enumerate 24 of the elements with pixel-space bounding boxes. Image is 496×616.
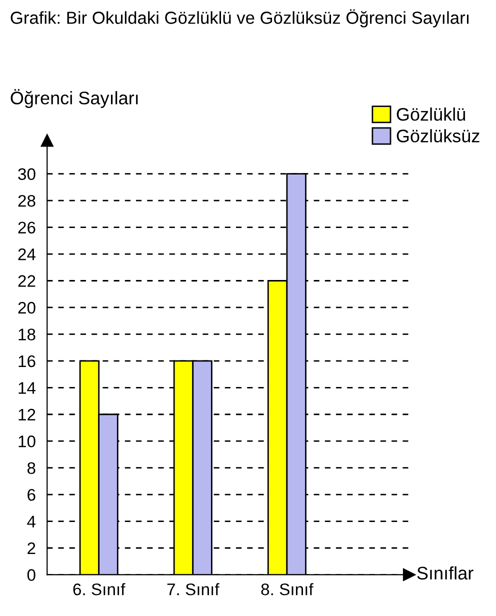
y-tick-label: 20 — [18, 302, 36, 314]
y-tick-label: 2 — [28, 542, 36, 554]
y-tick-label: 8 — [27, 462, 36, 474]
y-tick-label: 28 — [18, 194, 36, 207]
y-tick-label: 14 — [18, 382, 36, 394]
legend-label: Gözlüksüz — [396, 129, 480, 142]
y-tick-label: 12 — [18, 408, 36, 420]
y-tick-label: 16 — [18, 355, 36, 368]
x-tick-label: 8. Sınıf — [261, 583, 314, 596]
y-tick-label: 30 — [18, 168, 36, 180]
y-tick-label: 18 — [18, 328, 36, 340]
y-tick-label: 10 — [18, 436, 36, 448]
y-tick-label: 0 — [27, 569, 36, 581]
legend-label: Gözlüklü — [396, 107, 466, 121]
y-tick-label: 26 — [18, 222, 36, 234]
y-tick-label: 22 — [18, 275, 36, 287]
y-tick-label: 24 — [18, 248, 36, 260]
chart-title: Grafik: Bir Okuldaki Gözlüklü ve Gözlüksüz Öğrenci Sayıları — [10, 9, 468, 28]
x-tick-label: 7. Sınıf — [167, 583, 220, 596]
x-tick-label: 6. Sınıf — [73, 583, 126, 596]
y-tick-label: 6 — [28, 488, 36, 501]
y-axis-title: Öğrenci Sayıları — [10, 89, 138, 108]
x-axis-title: Sınıflar — [417, 566, 474, 580]
y-tick-label: 4 — [27, 516, 36, 528]
